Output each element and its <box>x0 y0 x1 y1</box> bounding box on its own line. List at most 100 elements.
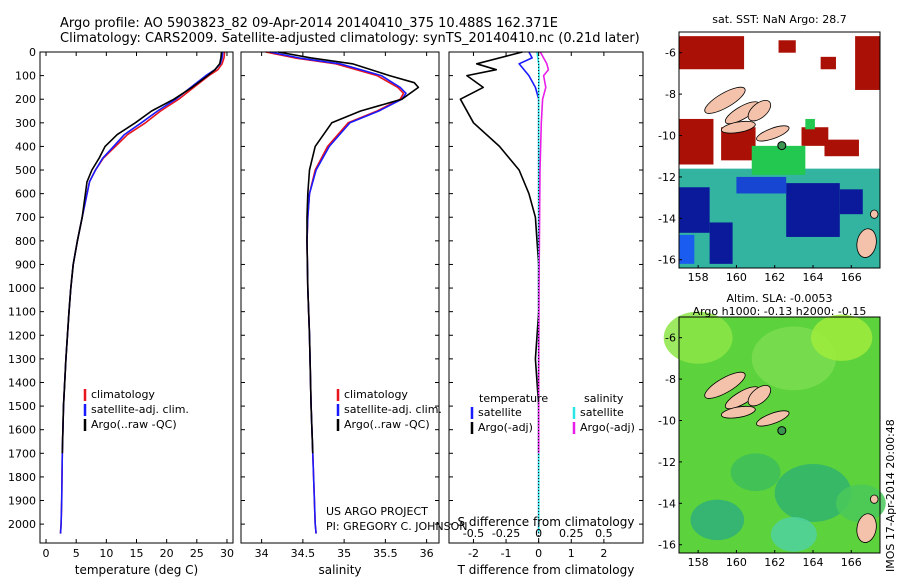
salinity-panel: 34 34.5 35 35.5 36 salinity climatology satelli… <box>240 51 467 577</box>
y-tick-label: 500 <box>15 164 36 177</box>
legend-label: satellite <box>478 406 522 419</box>
map-y-tick-label: -6 <box>665 47 676 60</box>
x2-tick-label: 0.25 <box>559 527 584 540</box>
legend-label: climatology <box>91 388 155 401</box>
map-title: sat. SST: NaN Argo: 28.7 <box>712 13 846 26</box>
series-line-0-0 <box>59 51 226 534</box>
y-tick-label: 1600 <box>8 424 36 437</box>
y-tick-label: 1400 <box>8 376 36 389</box>
y-tick-label: 1200 <box>8 329 36 342</box>
x-tick-label: 1 <box>568 547 575 560</box>
map-x-tick-label: 166 <box>841 271 862 284</box>
island <box>704 86 746 114</box>
x-tick-label: 0 <box>535 547 542 560</box>
annotation-line: PI: GREGORY C. JOHNSON <box>326 520 467 533</box>
island <box>704 371 746 399</box>
island <box>747 100 772 122</box>
island <box>720 405 756 419</box>
sla-blob <box>835 484 886 523</box>
sla-blob <box>811 314 873 361</box>
map-y-tick-label: -8 <box>665 373 676 386</box>
y-tick-label: 600 <box>15 188 36 201</box>
plot-frame <box>448 51 644 544</box>
map-y-tick-label: -14 <box>658 497 676 510</box>
island <box>720 120 756 134</box>
x-tick-label: -1 <box>501 547 512 560</box>
map-x-tick-label: 160 <box>726 271 747 284</box>
timestamp-stamp: IMOS 17-Apr-2014 20:00:48 <box>884 419 897 572</box>
series-line-0-2 <box>61 51 223 454</box>
sst-block <box>855 36 880 90</box>
y-tick-label: 0 <box>29 46 36 59</box>
sst-block <box>679 187 710 233</box>
y-tick-label: 800 <box>15 235 36 248</box>
title-line-2: Climatology: CARS2009. Satellite-adjuste… <box>60 31 640 46</box>
y-tick-label: 1000 <box>8 282 36 295</box>
map-y-tick-label: -12 <box>658 171 676 184</box>
series-line-2-1 <box>459 51 540 454</box>
x-tick-label: 34 <box>255 547 269 560</box>
island <box>747 385 772 407</box>
island <box>856 513 877 543</box>
temperature-panel: 0 5 10 15 20 25 30 temperature (deg C) 0 100 200 30… <box>8 46 234 577</box>
sst-block <box>805 118 815 130</box>
x2-tick-label: 0.5 <box>595 527 613 540</box>
map-y-tick-label: -10 <box>658 415 676 428</box>
sla-blob <box>690 499 745 541</box>
series-line-1-0 <box>265 51 405 534</box>
map-x-tick-label: 158 <box>688 556 709 569</box>
map-y-tick-label: -10 <box>658 130 676 143</box>
sla-blob <box>774 463 852 522</box>
x-tick-label: 30 <box>220 547 234 560</box>
map-y-tick-label: -12 <box>658 456 676 469</box>
y-tick-label: 300 <box>15 117 36 130</box>
annotation-line: US ARGO PROJECT <box>326 505 428 518</box>
x-tick-label: 5 <box>73 547 80 560</box>
legend-header: salinity <box>584 392 624 405</box>
map-y-tick-label: -14 <box>658 212 676 225</box>
x2-axis-label: S difference from climatology <box>458 515 635 529</box>
legend-label: Argo(..raw -QC) <box>344 418 430 431</box>
sla-blob <box>663 311 733 364</box>
x-tick-label: 35.5 <box>373 547 398 560</box>
y-tick-label: 400 <box>15 140 36 153</box>
series-line-1-1 <box>269 51 407 534</box>
island <box>756 410 790 427</box>
x-tick-label: 2 <box>600 547 607 560</box>
x2-tick-label: 0 <box>535 527 542 540</box>
y-tick-label: 1300 <box>8 353 36 366</box>
map-y-tick-label: -16 <box>658 254 676 267</box>
x-tick-label: 20 <box>160 547 174 560</box>
legend-label: Argo(-adj) <box>478 421 533 434</box>
sst-map-panel: 158 160 162 164 166 -6 -8 -10 -12 -14 -16 sat. SST:… <box>658 13 881 284</box>
difference-panel: -2 -1 0 1 2 T difference from climatology -0.5… <box>448 51 644 577</box>
map-title: Altim. SLA: -0.0053 <box>726 292 832 305</box>
y-tick-label: 100 <box>15 70 36 83</box>
x-axis-label: salinity <box>318 563 361 577</box>
sst-block <box>820 56 836 70</box>
map-y-tick-label: -16 <box>658 539 676 552</box>
sst-block <box>736 176 787 194</box>
sst-block <box>679 118 714 165</box>
series-line-2-3 <box>537 51 550 454</box>
y-tick-label: 700 <box>15 211 36 224</box>
sla-blob <box>730 453 781 492</box>
sla-map-panel: 158 160 162 164 166 -6 -8 -10 -12 -14 -16 Altim. SL… <box>658 292 886 569</box>
x-tick-label: 34.5 <box>291 547 316 560</box>
island <box>856 228 877 258</box>
x-tick-label: 25 <box>190 547 204 560</box>
x-tick-label: 15 <box>130 547 144 560</box>
map-x-tick-label: 162 <box>764 271 785 284</box>
sst-block <box>709 222 733 264</box>
legend-label: satellite <box>580 406 624 419</box>
series-line-1-2 <box>277 51 420 454</box>
y-tick-label: 1900 <box>8 495 36 508</box>
sst-block <box>839 189 863 215</box>
map-x-tick-label: 160 <box>726 556 747 569</box>
x-axis-label: temperature (deg C) <box>75 563 198 577</box>
y-tick-label: 2000 <box>8 518 36 531</box>
map-frame <box>678 316 881 554</box>
legend-header: temperature <box>479 392 548 405</box>
series-line-0-1 <box>59 51 224 534</box>
